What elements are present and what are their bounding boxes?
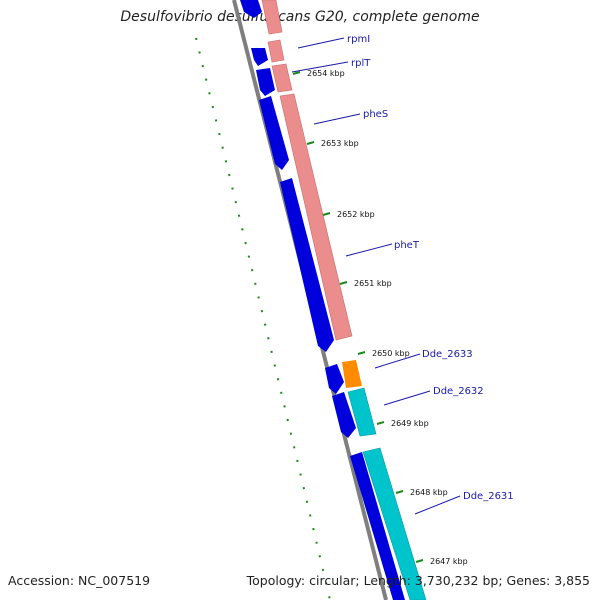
gene-label-rplT: rplT [351,58,371,69]
gene-label-dde-2632: Dde_2632 [433,386,484,397]
pink-feature [279,93,353,341]
label-leader-line [414,495,461,515]
cds-feature [251,48,268,66]
tick-label: 2651 kbp [354,279,392,288]
pink-feature [267,39,285,63]
tick-label: 2653 kbp [321,139,359,148]
tick-marks [292,71,424,563]
pink-feature [271,63,293,93]
cds-feature [240,0,262,18]
cds-feature [350,452,405,600]
genome-summary-text: Topology: circular; Length: 3,730,232 bp… [246,573,590,588]
gene-label-pheS: pheS [363,109,388,120]
cds-feature [325,364,344,394]
gene-label-pheT: pheT [394,240,420,251]
gene-label-dde-2631: Dde_2631 [463,491,514,502]
tick-mark [415,559,424,563]
tick-labels: 2654 kbp 2653 kbp 2652 kbp 2651 kbp 2650… [307,69,468,566]
tick-mark [306,141,315,145]
pink-feature [261,0,283,35]
gene-labels: rpmI rplT pheS pheT Dde_2633 Dde_2632 Dd… [347,34,514,502]
cds-feature [332,392,356,438]
label-leader-line [374,353,421,369]
tick-mark [322,212,331,216]
label-leader-line [383,390,431,406]
tick-mark [395,490,404,494]
tick-label: 2654 kbp [307,69,345,78]
label-leader-line [313,113,361,125]
label-leader-line [291,61,349,73]
cyan-track [347,387,427,600]
tick-label: 2650 kbp [372,349,410,358]
tick-label: 2648 kbp [410,488,448,497]
gene-label-rpmI: rpmI [347,34,370,45]
cds-feature [259,96,289,170]
tick-label: 2647 kbp [430,557,468,566]
label-leaders [291,37,461,515]
label-leader-line [297,37,345,49]
cds-feature [280,178,334,352]
tick-label: 2652 kbp [337,210,375,219]
map-title: Desulfovibrio desulfuricans G20, complet… [120,9,480,25]
cds-feature [256,68,275,96]
tick-label: 2649 kbp [391,419,429,428]
gene-label-dde-2633: Dde_2633 [422,349,473,360]
tick-mark [339,281,348,285]
cyan-feature [362,447,427,600]
rna-track [261,0,353,341]
label-leader-line [345,243,393,257]
cds-track [240,0,405,600]
accession-text: Accession: NC_007519 [8,573,151,588]
tick-mark [376,421,385,425]
tick-mark [292,71,301,75]
orange-feature [342,360,362,388]
cyan-feature [347,387,377,437]
tick-mark [357,351,366,355]
